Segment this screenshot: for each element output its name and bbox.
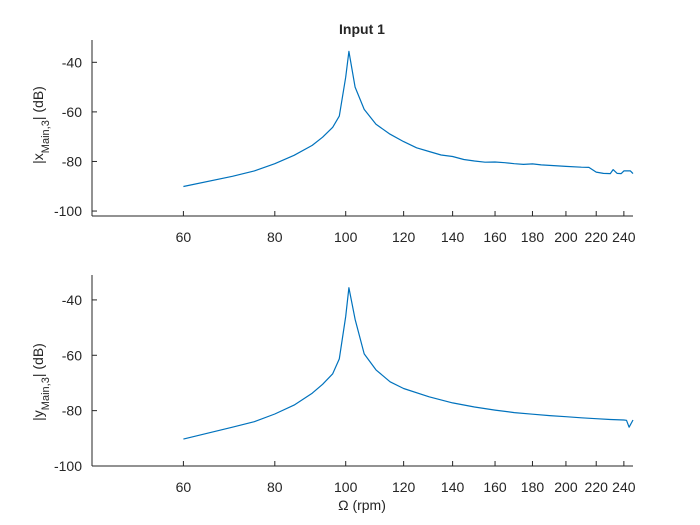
x-tick-label: 80 [267, 229, 283, 245]
x-tick-label: 200 [554, 229, 578, 245]
x-tick-label: 180 [521, 229, 545, 245]
y-tick-label: -60 [62, 104, 82, 120]
tick-group: 60 80 100 120 140 160 180 200 220 240 -40 -60 -80 -10… [54, 54, 636, 245]
x-tick-label: 220 [585, 479, 609, 495]
x-tick-label: 80 [267, 479, 283, 495]
x-tick-label: 160 [483, 479, 507, 495]
y-axis-label-main: |y [30, 410, 46, 421]
y-tick-label: -40 [62, 54, 82, 70]
x-tick-label: 140 [441, 479, 465, 495]
x-tick-label: 60 [176, 229, 192, 245]
x-tick-label: 100 [334, 229, 358, 245]
y-axis-label-sub: Main,3 [40, 377, 52, 410]
x-tick-label: 60 [176, 479, 192, 495]
tick-group: 60 80 100 120 140 160 180 200 220 240 -40 -60 -80 -10… [54, 292, 636, 495]
x-tick-label: 160 [483, 229, 507, 245]
y-axis-label-main: |x [30, 153, 46, 164]
y-tick-label: -40 [62, 292, 82, 308]
y-axis-label-tail: | (dB) [30, 86, 46, 120]
y-axis-label-tail: | (dB) [30, 343, 46, 377]
x-tick-label: 240 [612, 479, 636, 495]
x-tick-label: 120 [392, 229, 416, 245]
y-axis-label-sub: Main,3 [40, 120, 52, 153]
y-tick-label: -100 [54, 458, 82, 474]
subplot-bottom: |yMain,3| (dB) 60 80 100 120 140 160 180 200 220… [30, 275, 636, 513]
series-line [183, 287, 634, 440]
chart-title: Input 1 [339, 21, 385, 37]
x-tick-label: 220 [585, 229, 609, 245]
y-axis-label-text: |xMain,3| (dB) [30, 86, 52, 164]
y-tick-label: -100 [54, 203, 82, 219]
x-tick-label: 200 [554, 479, 578, 495]
x-tick-label: 240 [612, 229, 636, 245]
x-axis-label: Ω (rpm) [338, 497, 386, 513]
series-line [183, 50, 634, 188]
x-tick-label: 140 [441, 229, 465, 245]
y-axis-label-top: |xMain,3| (dB) [30, 86, 52, 164]
x-tick-label: 180 [521, 479, 545, 495]
x-tick-label: 120 [392, 479, 416, 495]
y-tick-label: -60 [62, 347, 82, 363]
subplot-top: Input 1 |xMain,3| (dB) 60 80 100 120 140 160 1… [30, 21, 636, 245]
y-axis-label-text: |yMain,3| (dB) [30, 343, 52, 421]
y-axis-label-bottom: |yMain,3| (dB) [30, 343, 52, 421]
x-tick-label: 100 [334, 479, 358, 495]
y-tick-label: -80 [62, 153, 82, 169]
y-tick-label: -80 [62, 403, 82, 419]
